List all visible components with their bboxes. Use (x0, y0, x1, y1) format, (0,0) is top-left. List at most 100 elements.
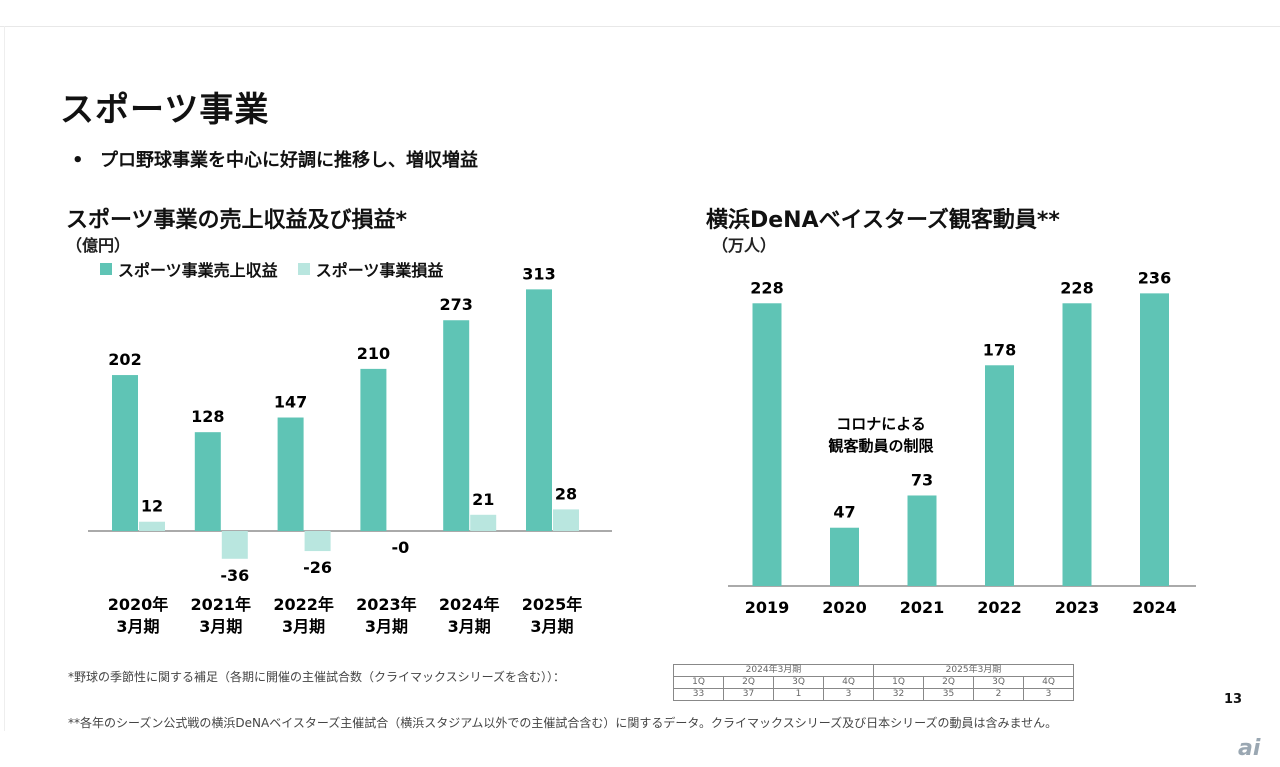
table-cell: 1Q (873, 676, 924, 689)
data-label-revenue: 210 (357, 344, 390, 363)
covid-annotation-line: 観客動員の制限 (828, 437, 933, 455)
data-label-revenue: 128 (191, 407, 224, 426)
table-cell: 2Q (723, 676, 774, 689)
data-label-attendance: 178 (983, 340, 1016, 359)
bar-attendance (1140, 293, 1169, 586)
data-label-profit: -26 (303, 558, 332, 577)
season-games-table: 2024年3月期 2025年3月期 1Q 2Q 3Q 4Q 1Q 2Q 3Q 4… (673, 664, 1074, 701)
bar-revenue (443, 320, 470, 531)
site-logo: ai (1238, 736, 1261, 761)
x-tick-label: 2021年 (191, 595, 252, 614)
bar-revenue (112, 375, 138, 531)
x-tick-label: 2021 (900, 598, 945, 617)
x-tick-label: 2022 (977, 598, 1022, 617)
bullet-text: プロ野球事業を中心に好調に推移し、増収増益 (100, 150, 478, 171)
table-header-row: 2024年3月期 2025年3月期 (673, 664, 1074, 677)
bar-revenue (526, 289, 552, 531)
data-label-attendance: 47 (833, 503, 855, 522)
bar-profit (304, 531, 331, 552)
bar-attendance (1062, 303, 1092, 586)
data-label-profit: 21 (472, 490, 494, 509)
x-tick-label: 3月期 (365, 617, 408, 636)
legend-swatch-profit (297, 263, 310, 275)
legend-item-revenue: スポーツ事業売上収益 (100, 257, 278, 281)
bar-profit (221, 531, 248, 559)
table-cell: 1Q (673, 676, 724, 689)
data-label-attendance: 228 (750, 278, 783, 297)
legend-label-profit: スポーツ事業損益 (315, 261, 444, 280)
bar-profit (470, 514, 497, 531)
left-chart-unit: （億円） (66, 236, 131, 255)
table-games-row: 33 37 1 3 32 35 2 3 (673, 688, 1074, 701)
bar-attendance (985, 365, 1014, 586)
bar-revenue (277, 417, 304, 531)
table-cell: 35 (923, 688, 974, 701)
bar-revenue (194, 432, 221, 531)
x-tick-label: 2024 (1132, 598, 1177, 617)
data-label-profit: 12 (141, 497, 163, 516)
data-label-revenue: 313 (522, 264, 555, 283)
table-quarter-row: 1Q 2Q 3Q 4Q 1Q 2Q 3Q 4Q (673, 676, 1074, 689)
table-header-fy2024: 2024年3月期 (673, 664, 874, 677)
frame-left-line (4, 26, 5, 731)
table-cell: 1 (773, 688, 824, 701)
legend-item-profit: スポーツ事業損益 (297, 257, 444, 281)
bar-attendance (830, 527, 859, 586)
x-tick-label: 3月期 (282, 617, 325, 636)
table-cell: 37 (723, 688, 774, 701)
x-tick-label: 2019 (745, 598, 790, 617)
table-cell: 4Q (823, 676, 874, 689)
right-chart-title: 横浜DeNAベイスターズ観客動員** (706, 208, 1060, 233)
footnote-season: *野球の季節性に関する補足（各期に開催の主催試合数（クライマックスシリーズを含む… (68, 670, 566, 684)
legend-swatch-revenue (100, 263, 112, 275)
table-cell: 2 (973, 688, 1024, 701)
table-cell: 2Q (923, 676, 974, 689)
x-tick-label: 2025年 (522, 595, 583, 614)
data-label-attendance: 73 (911, 470, 933, 489)
data-label-attendance: 236 (1138, 268, 1171, 287)
table-cell: 3 (1023, 688, 1074, 701)
footnote-attendance: **各年のシーズン公式戦の横浜DeNAベイスターズ主催試合（横浜スタジアム以外で… (68, 716, 1058, 730)
legend-label-revenue: スポーツ事業売上収益 (118, 261, 278, 280)
page-title: スポーツ事業 (60, 90, 270, 130)
data-label-attendance: 228 (1060, 278, 1093, 297)
bar-profit (553, 509, 579, 531)
x-tick-label: 2024年 (439, 595, 500, 614)
x-tick-label: 3月期 (448, 617, 491, 636)
x-tick-label: 2023 (1055, 598, 1100, 617)
x-tick-label: 3月期 (530, 617, 573, 636)
table-cell: 33 (673, 688, 724, 701)
revenue-profit-chart: 202 12 2020年 3月期 128 -36 2021年 3月期 147 -26 2022年 3月… (88, 264, 612, 636)
attendance-chart: 228 2019 47 2020 73 2021 178 2022 228 2023 236 2024… (728, 268, 1196, 617)
data-label-revenue: 202 (108, 350, 141, 369)
bar-attendance (752, 303, 782, 586)
data-label-revenue: 273 (439, 295, 472, 314)
x-tick-label: 2020年 (108, 595, 169, 614)
bullet-point: • プロ野球事業を中心に好調に推移し、増収増益 (72, 146, 478, 172)
right-chart-unit: （万人） (712, 236, 777, 255)
table-cell: 3 (823, 688, 874, 701)
data-label-profit: -0 (392, 538, 410, 557)
table-cell: 32 (873, 688, 924, 701)
table-header-fy2025: 2025年3月期 (873, 664, 1074, 677)
data-label-profit: 28 (555, 484, 577, 503)
x-tick-label: 2022年 (273, 595, 334, 614)
left-chart-title: スポーツ事業の売上収益及び損益* (66, 208, 408, 233)
x-tick-label: 2023年 (356, 595, 417, 614)
x-tick-label: 3月期 (116, 617, 159, 636)
covid-annotation-line: コロナによる (836, 415, 926, 433)
frame-top-line (0, 26, 1280, 27)
x-tick-label: 3月期 (199, 617, 242, 636)
table-cell: 4Q (1023, 676, 1074, 689)
data-label-revenue: 147 (274, 393, 307, 412)
x-tick-label: 2020 (822, 598, 867, 617)
bar-revenue (360, 368, 387, 531)
table-cell: 3Q (773, 676, 824, 689)
left-chart-legend: スポーツ事業売上収益 スポーツ事業損益 (100, 257, 463, 281)
table-cell: 3Q (973, 676, 1024, 689)
page-number: 13 (1224, 692, 1243, 707)
bar-attendance (907, 495, 937, 586)
bar-profit (139, 521, 165, 531)
bullet-icon: • (72, 150, 84, 171)
data-label-profit: -36 (220, 566, 249, 585)
